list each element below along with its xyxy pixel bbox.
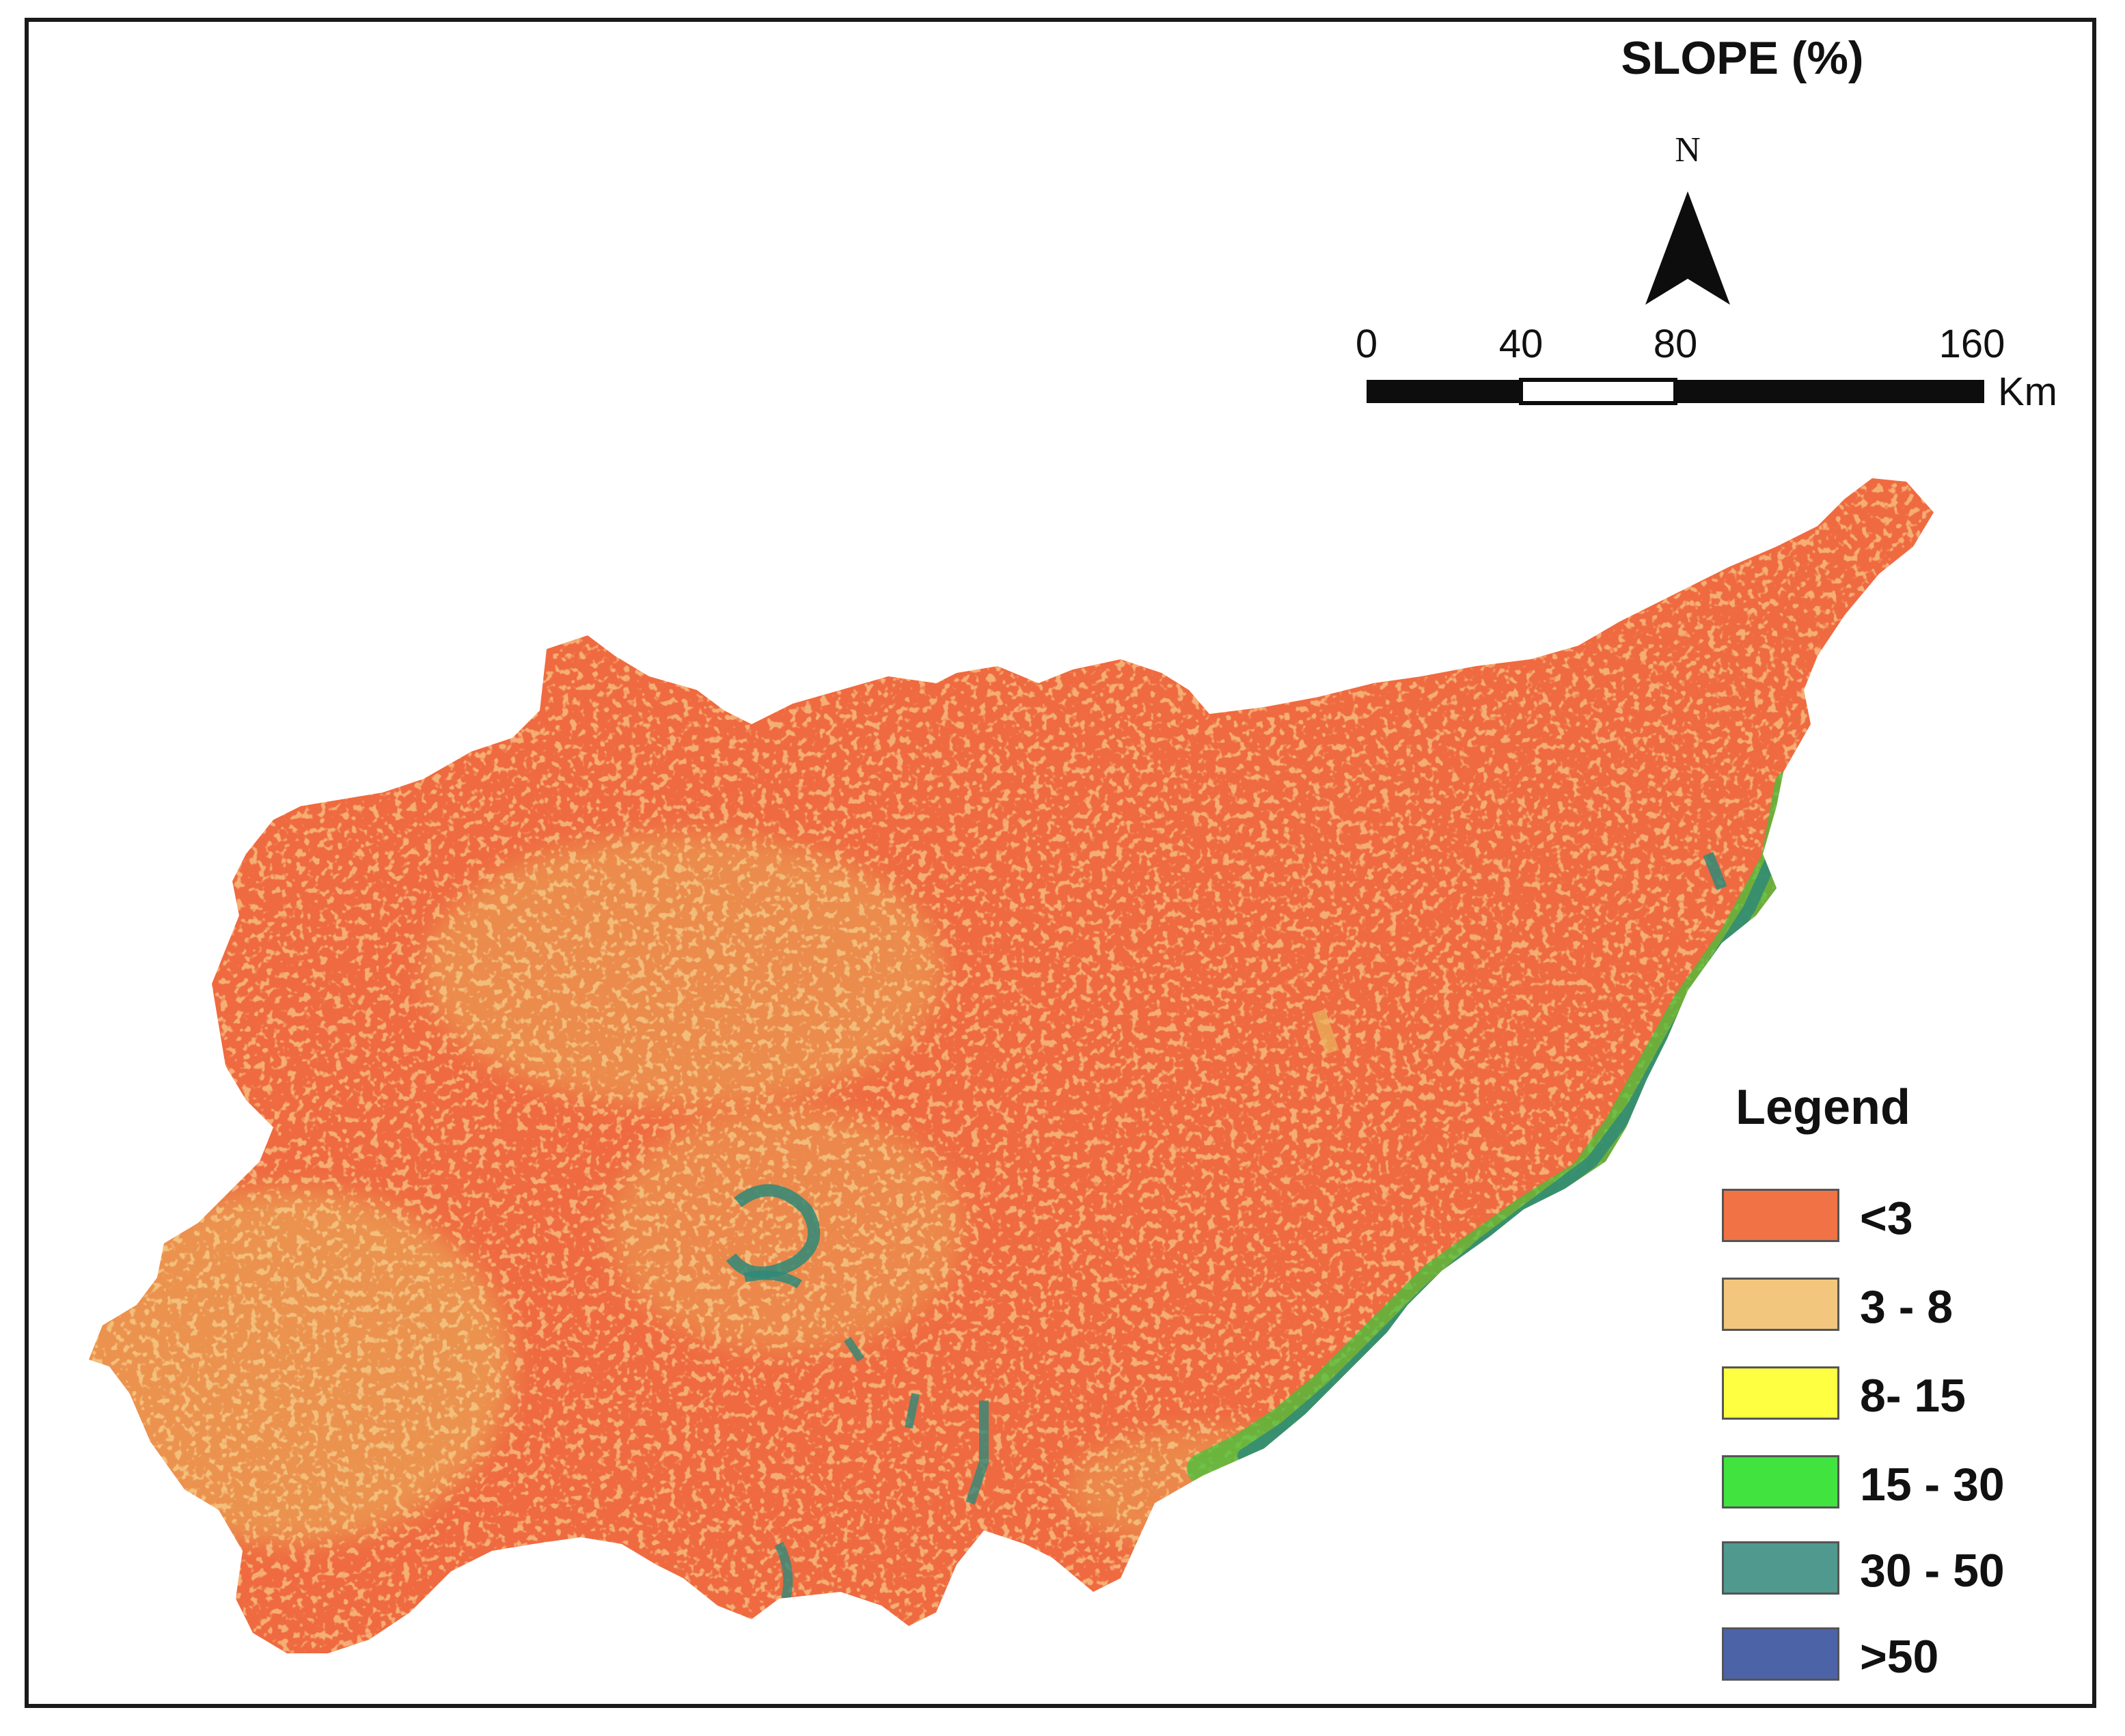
map-title: SLOPE (%)	[1621, 32, 1864, 84]
legend-label: >50	[1860, 1631, 1939, 1683]
legend-item: 8- 15	[1722, 1366, 2077, 1428]
zone-gentle-strip	[1312, 1008, 1339, 1055]
scale-segment-2	[1519, 378, 1677, 405]
slope-region	[89, 478, 1934, 1653]
scale-tick-40: 40	[1498, 322, 1544, 366]
legend-swatch	[1722, 1627, 1839, 1681]
zone-steep-ring-2	[743, 1270, 802, 1289]
zone-steep-ridge-a	[965, 1401, 989, 1505]
legend-item: 30 - 50	[1722, 1541, 2077, 1603]
legend-label: 30 - 50	[1860, 1545, 2005, 1597]
scale-units: Km	[1998, 370, 2057, 414]
legend-label: 15 - 30	[1860, 1459, 2005, 1511]
scale-tick-160: 160	[1938, 322, 2005, 366]
north-arrow	[1645, 191, 1730, 305]
legend-item: <3	[1722, 1189, 2077, 1250]
scale-segment-1	[1367, 380, 1521, 403]
north-arrow-icon	[1645, 191, 1730, 305]
legend-label: <3	[1860, 1192, 1913, 1244]
zone-steep-ridge-b	[774, 1541, 793, 1600]
legend-swatch	[1722, 1278, 1839, 1331]
legend-swatch	[1722, 1455, 1839, 1508]
scale-tick-80: 80	[1653, 322, 1698, 366]
legend-swatch	[1722, 1541, 1839, 1595]
legend-item: 15 - 30	[1722, 1455, 2077, 1517]
legend-label: 3 - 8	[1860, 1281, 1953, 1333]
legend-item: 3 - 8	[1722, 1278, 2077, 1339]
legend-swatch	[1722, 1189, 1839, 1242]
legend-item: >50	[1722, 1627, 2077, 1689]
legend-label: 8- 15	[1860, 1370, 1966, 1422]
scale-segment-3	[1675, 380, 1984, 403]
legend-title: Legend	[1736, 1080, 1911, 1135]
legend-swatch	[1722, 1366, 1839, 1420]
north-label: N	[1675, 130, 1701, 169]
speckle-texture	[89, 478, 1934, 1653]
scale-bar	[1367, 378, 1984, 405]
zone-steep-ridge-c	[844, 1336, 864, 1362]
scale-tick-0: 0	[1355, 322, 1378, 366]
zone-steep-ridge-d	[905, 1392, 920, 1429]
zone-steep-ne	[1703, 852, 1727, 890]
